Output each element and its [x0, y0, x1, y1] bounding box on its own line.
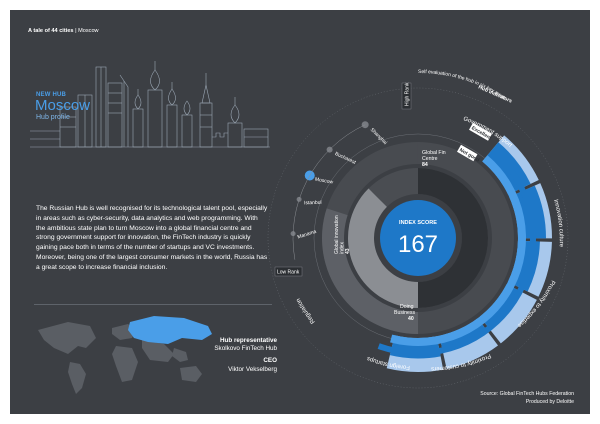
new-hub-tag: NEW HUB — [36, 92, 67, 98]
doing-business-band — [322, 208, 418, 334]
svg-text:Low Rank: Low Rank — [277, 270, 300, 276]
breadcrumb-separator: | — [75, 28, 77, 34]
area-label-government-support: Government support — [462, 116, 513, 149]
svg-text:Hub indicators: Hub indicators — [477, 84, 513, 104]
world-map — [38, 316, 212, 394]
representative-block: Hub representative Skolkovo FinTech Hub … — [160, 337, 277, 374]
index-score-label: INDEX SCORE — [399, 220, 437, 226]
global-fin-centre-label: Global Fin Centre 84 — [422, 150, 447, 168]
producer-line: Produced by Deloitte — [525, 398, 574, 405]
peer-dot-shanghai — [361, 121, 369, 129]
peer-arc — [292, 124, 366, 260]
doing-business-label: Doing Business 40 — [394, 304, 417, 322]
divider — [34, 304, 272, 305]
low-rank-tag: Low Rank — [274, 266, 303, 277]
representative-heading: Hub representative — [219, 337, 277, 344]
area-label-innovation-culture: Innovation culture — [552, 199, 564, 248]
breadcrumb: A tale of 44 cities | Moscow — [28, 28, 99, 34]
content-panel: A tale of 44 cities | Moscow — [10, 10, 590, 414]
global-fin-centre-band — [418, 168, 488, 308]
representative-role: CEO — [263, 357, 277, 365]
index-score-value: 167 — [398, 231, 438, 258]
svg-text:High Rank: High Rank — [405, 82, 411, 106]
outer-band-b — [377, 170, 536, 356]
peer-label-shanghai: Shanghai — [369, 127, 388, 146]
hub-profile-subtitle: Hub profile — [36, 114, 70, 121]
moscow-skyline-illustration — [30, 61, 270, 148]
russia-highlight — [128, 316, 212, 344]
area-bar-3 — [479, 284, 523, 331]
breadcrumb-city: Moscow — [78, 28, 99, 34]
hub-description: The Russian Hub is well recognised for i… — [36, 205, 268, 271]
peer-label-manama: Manama — [297, 229, 318, 241]
source-credit: Source: Global FinTech Hubs Federation P… — [480, 391, 574, 406]
outer-guide-circle — [267, 87, 569, 389]
peer-label-istanbul: Istanbul — [304, 200, 322, 207]
peer-label-bucharest: Bucharest — [334, 151, 357, 166]
breadcrumb-section: A tale of 44 cities — [28, 28, 74, 34]
peer-label-moscow: Moscow — [314, 177, 333, 186]
representative-organisation: Skolkovo FinTech Hub — [214, 345, 277, 353]
high-rank-tag: High Rank — [401, 82, 412, 110]
city-title: Moscow — [35, 97, 91, 114]
hub-indicator-radial-chart: Shanghai Bucharest Moscow Istanbul Manama IN… — [267, 69, 569, 389]
index-score-circle — [380, 200, 456, 276]
area-label-regulation: Regulation — [296, 297, 317, 324]
global-innovation-band — [348, 188, 418, 308]
hub-indicators-tag: Hub indicators — [477, 84, 513, 104]
source-line: Source: Global FinTech Hubs Federation — [480, 391, 574, 397]
representative-person: Viktor Vekselberg — [228, 365, 277, 373]
chart-bars — [377, 135, 552, 372]
global-innovation-label: Global innovation index 43 — [334, 214, 351, 254]
